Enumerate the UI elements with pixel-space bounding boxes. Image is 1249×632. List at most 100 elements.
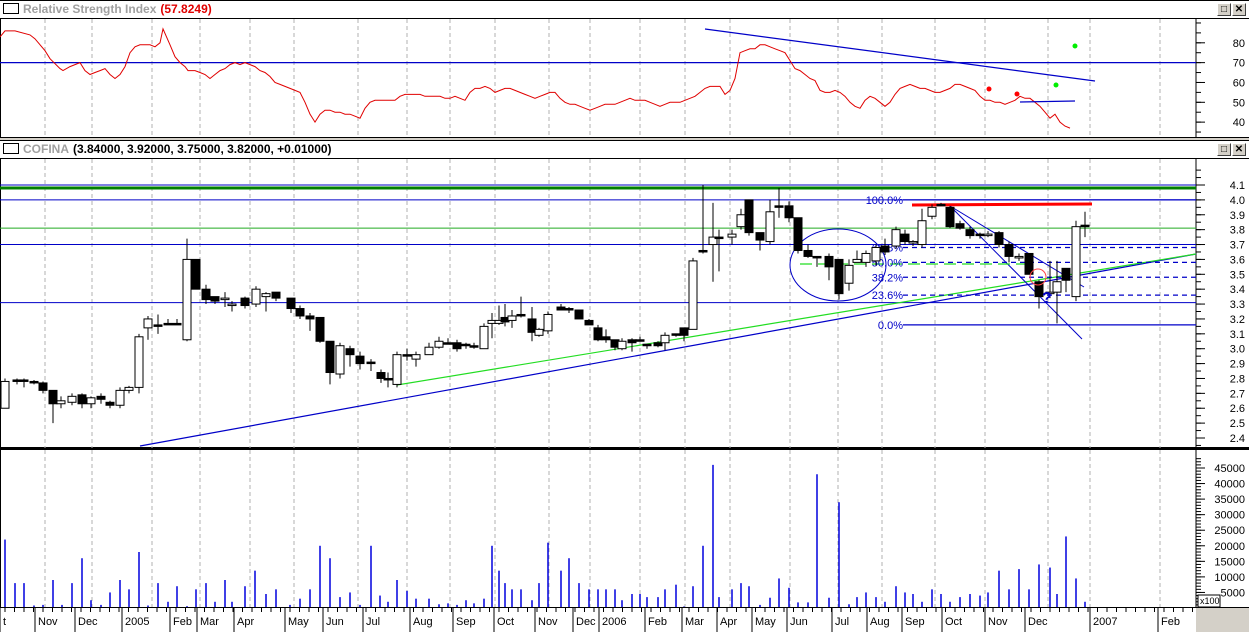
candle-body (424, 346, 434, 356)
y-tick-label: 35000 (1214, 494, 1245, 506)
candle-body (191, 258, 201, 290)
smiley-sad-icon (1029, 268, 1047, 286)
candle-body (564, 308, 574, 311)
month-label: Dec (576, 616, 596, 628)
candle-body (0, 380, 10, 409)
candle-body (784, 205, 794, 219)
month-label: Sep (456, 616, 476, 628)
y-tick-label: 2.6 (1230, 403, 1245, 415)
price-panel: COFINA (3.84000, 3.92000, 3.75000, 3.8200… (0, 140, 1249, 448)
candle-body (392, 354, 402, 385)
maximize-button[interactable]: □ (1217, 3, 1231, 16)
candle-body (900, 233, 910, 243)
candle-body (556, 306, 566, 311)
candle-body (220, 297, 230, 301)
y-tick-label: 2.7 (1230, 388, 1245, 400)
y-tick-label: 25000 (1214, 525, 1245, 537)
candle-body (653, 342, 663, 347)
y-tick-label: 45000 (1214, 463, 1245, 475)
candle-body (1004, 244, 1014, 257)
candle-body (1061, 267, 1071, 281)
rsi-support-line (1019, 100, 1076, 103)
candle-body (251, 288, 261, 305)
candle-body (1024, 252, 1034, 275)
candle-body (286, 297, 296, 310)
month-label: Oct (497, 616, 514, 628)
fib-label: 0.0% (878, 320, 903, 332)
red-dot-marker (986, 86, 992, 92)
volume-chart[interactable]: 45000 40000 35000 30000 25000 20000 15000 10000… (0, 450, 1249, 608)
candle-body (172, 322, 182, 326)
y-tick-label: 2.8 (1230, 373, 1245, 385)
maximize-button[interactable]: □ (1217, 143, 1231, 156)
candle-body (124, 386, 134, 391)
candle-body (593, 327, 603, 341)
candle-body (335, 345, 345, 375)
candle-body (383, 377, 393, 381)
panel-icon (3, 143, 19, 154)
month-label: Jun (326, 616, 344, 628)
month-label: Feb (173, 616, 192, 628)
candle-body (617, 340, 627, 350)
candle-body (844, 264, 854, 284)
candle-body (325, 340, 335, 374)
candle-body (965, 229, 975, 237)
candle-body (736, 214, 746, 228)
y-tick-label: 3.2 (1230, 314, 1245, 326)
time-axis-labels: t Nov Dec 2005 Feb Mar Apr May Jun Jul Aug Sep Oct No… (0, 608, 1193, 632)
candle-body (774, 205, 784, 208)
month-label: Jun (790, 616, 808, 628)
month-label: 2006 (602, 616, 626, 628)
rsi-title: Relative Strength Index (23, 2, 157, 16)
candle-body (19, 379, 29, 382)
rsi-value: (57.8249) (160, 2, 212, 16)
close-button[interactable]: ✕ (1232, 3, 1246, 16)
candle-body (714, 236, 724, 240)
red-dot-marker (1014, 91, 1020, 97)
y-tick-label: 3.9 (1230, 210, 1245, 222)
candle-body (534, 328, 544, 336)
price-chart[interactable]: 100.0%61.8%50.0%38.2%23.6%0.0%?4.14.03.9… (0, 159, 1249, 448)
rsi-line (0, 27, 1071, 129)
green-dot-marker (1053, 82, 1059, 88)
y-tick-label: 30000 (1214, 510, 1245, 522)
month-label: 2005 (125, 616, 149, 628)
y-tick-label: 2.9 (1230, 359, 1245, 371)
candle-body (793, 217, 803, 251)
y-tick-label: 2.4 (1230, 433, 1245, 445)
candle-body (955, 223, 965, 229)
y-tick-label: 3.5 (1230, 269, 1245, 281)
price-titlebar: COFINA (3.84000, 3.92000, 3.75000, 3.8200… (0, 141, 1249, 159)
question-mark-icon: ? (1042, 290, 1052, 307)
candle-body (443, 342, 453, 345)
candle-body (765, 211, 775, 243)
candle-body (861, 252, 871, 263)
candle-body (452, 342, 462, 350)
month-label: Oct (945, 616, 962, 628)
month-label: Aug (870, 616, 890, 628)
candle-body (945, 206, 955, 228)
candle-body (812, 255, 822, 259)
month-label: Feb (648, 616, 667, 628)
candle-body (983, 233, 993, 237)
candle-body (1014, 255, 1024, 259)
candle-body (305, 315, 315, 320)
month-label: Dec (78, 616, 98, 628)
candle-body (295, 308, 305, 317)
candle-body (67, 395, 77, 403)
candle-body (688, 260, 698, 330)
time-axis: t Nov Dec 2005 Feb Mar Apr May Jun Jul Aug Sep Oct No… (0, 607, 1249, 632)
long-support-trendline (139, 253, 1197, 447)
candle-body (210, 296, 220, 302)
candle-body (434, 340, 444, 348)
candle-body (642, 343, 652, 347)
close-button[interactable]: ✕ (1232, 143, 1246, 156)
candle-body (880, 245, 890, 253)
y-tick-label: 3.0 (1230, 344, 1245, 356)
rsi-chart[interactable]: 40 50 60 70 80 (0, 19, 1249, 138)
candle-body (527, 318, 537, 333)
y-tick-label: 3.7 (1230, 240, 1245, 252)
month-label: t (3, 616, 6, 628)
symbol-name: COFINA (23, 142, 69, 156)
candle-body (48, 389, 58, 405)
